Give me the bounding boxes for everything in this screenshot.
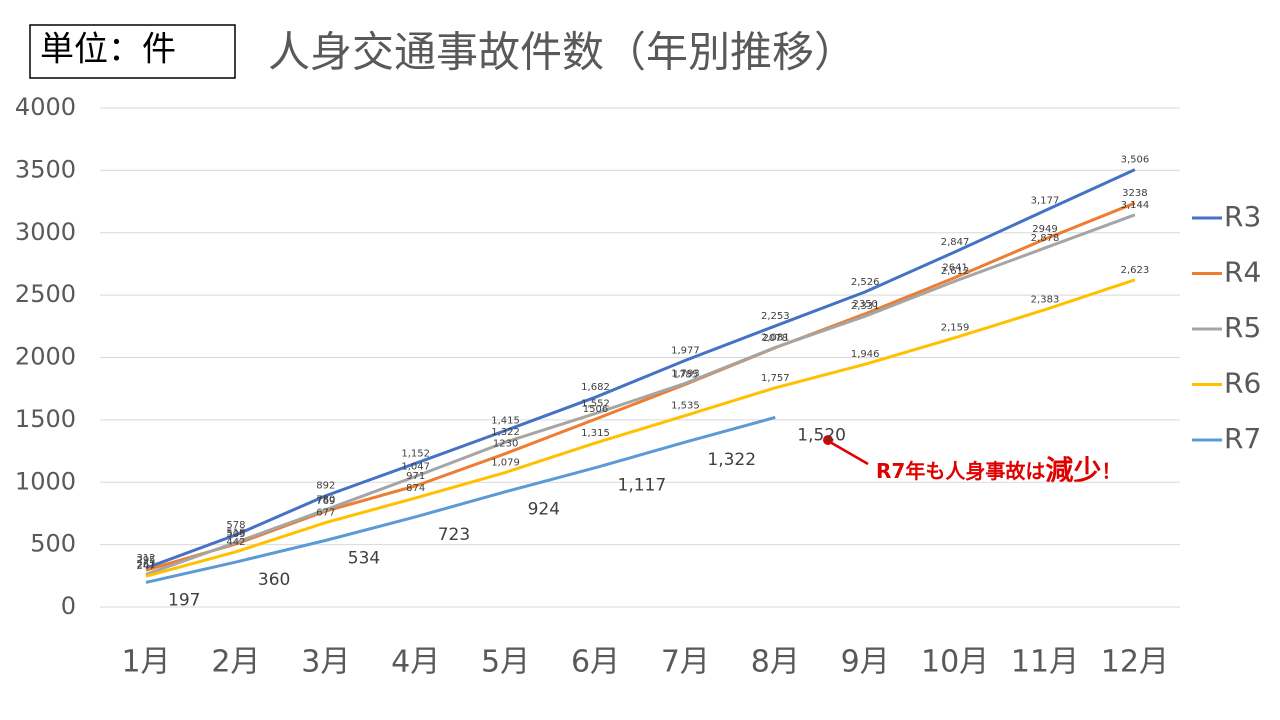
data-label: 971 — [406, 471, 425, 482]
data-label: 1,682 — [581, 382, 610, 393]
data-label: 247 — [136, 561, 155, 572]
x-tick-label: 7月 — [661, 645, 710, 680]
data-label: 505 — [226, 529, 245, 540]
data-label: 1,535 — [671, 401, 700, 412]
data-label: 1,047 — [401, 461, 430, 472]
unit-box — [29, 24, 236, 79]
data-label: 1785 — [673, 369, 698, 380]
series-line — [145, 168, 1136, 570]
x-tick-label: 2月 — [211, 645, 260, 680]
data-label: 312 — [136, 553, 155, 564]
series-line — [145, 213, 1136, 576]
series-line — [145, 201, 1136, 572]
data-label: 874 — [406, 483, 425, 494]
legend-label: R6 — [1224, 367, 1261, 400]
data-label: 1,322 — [491, 427, 520, 438]
data-label: 1,552 — [581, 398, 610, 409]
data-label: 442 — [226, 537, 245, 548]
data-label: 924 — [528, 500, 560, 520]
data-label: 2,623 — [1121, 265, 1150, 276]
data-label: 2,847 — [941, 237, 970, 248]
data-label: 2641 — [942, 263, 967, 274]
unit-label: 単位：件 — [40, 30, 176, 70]
data-label: 2350 — [852, 299, 877, 310]
data-label: 769 — [316, 496, 335, 507]
data-label: 3,144 — [1121, 200, 1150, 211]
data-label: 1,415 — [491, 415, 520, 426]
y-tick-label: 2000 — [15, 343, 76, 371]
x-tick-label: 1月 — [121, 645, 170, 680]
annotation-arrow — [829, 440, 869, 466]
legend-label: R4 — [1224, 256, 1261, 289]
data-label: 780 — [316, 495, 335, 506]
data-label: 518 — [226, 527, 245, 538]
data-label: 2,081 — [761, 332, 790, 343]
data-label: 2,526 — [851, 277, 880, 288]
data-label: 1,977 — [671, 345, 700, 356]
y-tick-label: 2500 — [15, 280, 76, 308]
data-label: 534 — [348, 548, 380, 568]
x-tick-label: 12月 — [1101, 645, 1169, 680]
legend-label: R7 — [1224, 422, 1261, 455]
y-tick-label: 4000 — [15, 93, 76, 121]
data-label: 2,159 — [941, 323, 970, 334]
x-tick-label: 5月 — [481, 645, 530, 680]
data-label: 1,152 — [401, 448, 430, 459]
data-label: 2,253 — [761, 311, 790, 322]
x-tick-label: 3月 — [301, 645, 350, 680]
data-label: 3,177 — [1031, 196, 1060, 207]
data-label: 3238 — [1122, 188, 1147, 199]
data-label: 2,383 — [1031, 295, 1060, 306]
data-label: 1,315 — [581, 428, 610, 439]
data-label: 1,757 — [761, 373, 790, 384]
data-label: 1,793 — [671, 368, 700, 379]
data-label: 1,117 — [618, 476, 667, 496]
data-label: 2,331 — [851, 301, 880, 312]
x-tick-label: 6月 — [571, 645, 620, 680]
x-tick-label: 10月 — [921, 645, 989, 680]
series-line — [145, 278, 1136, 578]
series-line — [145, 415, 776, 584]
y-tick-label: 3500 — [15, 155, 76, 183]
data-label: 3,506 — [1121, 155, 1150, 166]
data-label: 197 — [168, 590, 200, 610]
data-label: 723 — [438, 525, 470, 545]
data-label: 1,079 — [491, 457, 520, 468]
y-tick-label: 1500 — [15, 405, 76, 433]
chart-title: 人身交通事故件数（年別推移） — [268, 28, 856, 77]
y-tick-label: 500 — [30, 530, 76, 558]
data-label: 1,322 — [707, 450, 756, 470]
data-label: 2,612 — [941, 266, 970, 277]
data-label: 2,878 — [1031, 233, 1060, 244]
x-tick-label: 9月 — [841, 645, 890, 680]
legend-label: R3 — [1224, 200, 1261, 233]
data-label: 1230 — [493, 439, 518, 450]
y-tick-label: 3000 — [15, 218, 76, 246]
data-label: 261 — [136, 559, 155, 570]
data-label: 1506 — [583, 404, 608, 415]
annotation: R7年も人身事故は減少！ — [876, 454, 1121, 487]
data-label: 892 — [316, 481, 335, 492]
data-label: 295 — [136, 555, 155, 566]
data-label: 2078 — [763, 333, 788, 344]
data-label: 1,520 — [797, 425, 846, 445]
data-label: 578 — [226, 520, 245, 531]
legend-label: R5 — [1224, 311, 1261, 344]
y-tick-label: 1000 — [15, 467, 76, 495]
x-tick-label: 8月 — [751, 645, 800, 680]
y-tick-label: 0 — [61, 592, 76, 620]
data-label: 1,946 — [851, 349, 880, 360]
data-label: 677 — [316, 508, 335, 519]
x-tick-label: 11月 — [1011, 645, 1079, 680]
data-label: 2949 — [1032, 224, 1057, 235]
x-tick-label: 4月 — [391, 645, 440, 680]
data-label: 360 — [258, 570, 290, 590]
